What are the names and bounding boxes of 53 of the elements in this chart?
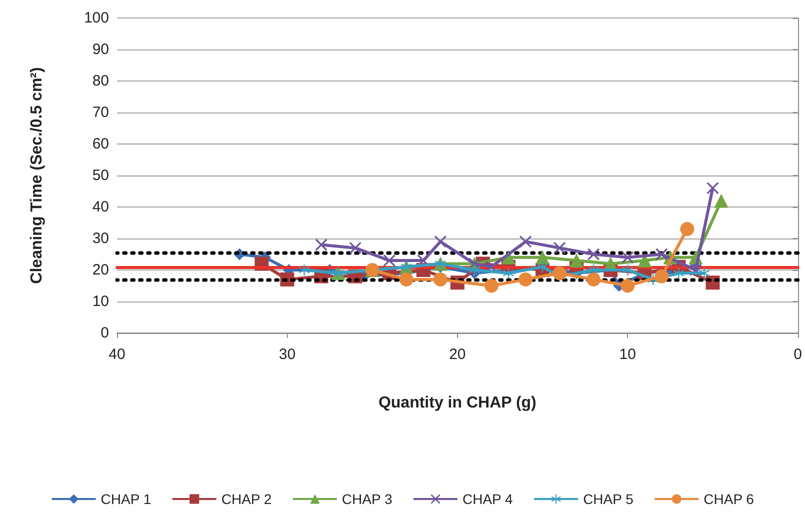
point [588, 248, 600, 260]
x-tick-label: 30 [278, 346, 296, 363]
legend-label: CHAP 3 [342, 491, 392, 507]
point [656, 248, 668, 260]
point [673, 268, 684, 279]
y-tick-label: 20 [92, 262, 109, 278]
point [680, 222, 694, 236]
y-tick-label: 80 [92, 72, 109, 90]
y-tick-label: 90 [92, 41, 109, 58]
x-tick-label: 10 [619, 346, 636, 363]
x-tick-label: 40 [108, 346, 126, 363]
legend-label: CHAP 5 [583, 491, 634, 507]
y-tick-label: 10 [92, 293, 109, 310]
y-tick-label: 70 [92, 104, 109, 121]
point [622, 264, 634, 276]
y-axis-title: Cleaning Time (Sec./0.5 cm²) [28, 67, 46, 284]
y-tick-label: 0 [100, 324, 109, 342]
point [502, 268, 514, 279]
x-tick-label: 0 [794, 346, 802, 363]
y-tick-label: 100 [84, 10, 109, 26]
y-tick-label: 30 [92, 230, 109, 247]
point [315, 238, 328, 251]
point [620, 278, 635, 293]
point [552, 266, 567, 280]
y-tick-label: 50 [92, 167, 109, 184]
legend-label: CHAP 6 [704, 491, 754, 507]
point [433, 272, 448, 286]
point [654, 269, 669, 284]
point [484, 278, 498, 293]
point [536, 250, 550, 264]
x-tick-label: 20 [449, 346, 466, 363]
point [706, 182, 719, 194]
point [383, 254, 396, 267]
y-tick-label: 60 [92, 136, 109, 152]
legend-label: CHAP 2 [221, 491, 272, 507]
point [399, 272, 414, 286]
y-tick-label: 40 [92, 198, 109, 216]
point [714, 194, 728, 208]
point [518, 272, 532, 286]
point [349, 242, 362, 254]
point [698, 268, 710, 279]
point [434, 236, 446, 248]
point [519, 236, 532, 248]
point [298, 264, 310, 276]
point [622, 251, 634, 264]
x-axis-title: Quantity in CHAP (g) [378, 394, 536, 412]
point [586, 272, 601, 286]
point [554, 242, 566, 254]
point [570, 254, 584, 268]
point [468, 264, 480, 276]
point [638, 254, 652, 268]
legend-label: CHAP 4 [462, 491, 514, 507]
legend-label: CHAP 1 [100, 491, 152, 507]
